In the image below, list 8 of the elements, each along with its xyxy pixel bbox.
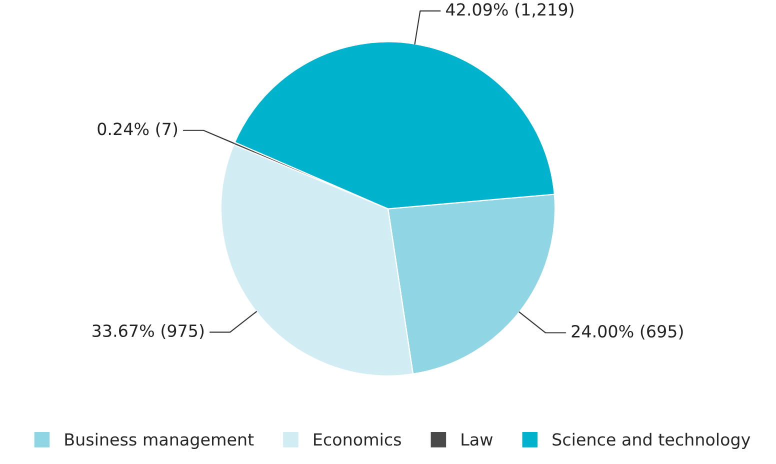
data-label: 0.24% (7) — [98, 122, 178, 138]
legend-label: Business management — [65, 432, 254, 449]
data-label: 42.09% (1,219) — [446, 2, 574, 18]
legend-label: Law — [462, 433, 493, 446]
data-label: 33.67% (975) — [92, 324, 204, 340]
legend-label: Economics — [314, 432, 401, 446]
legend-label: Science and technology — [552, 432, 750, 449]
data-label: 24.00% (695) — [572, 324, 683, 340]
